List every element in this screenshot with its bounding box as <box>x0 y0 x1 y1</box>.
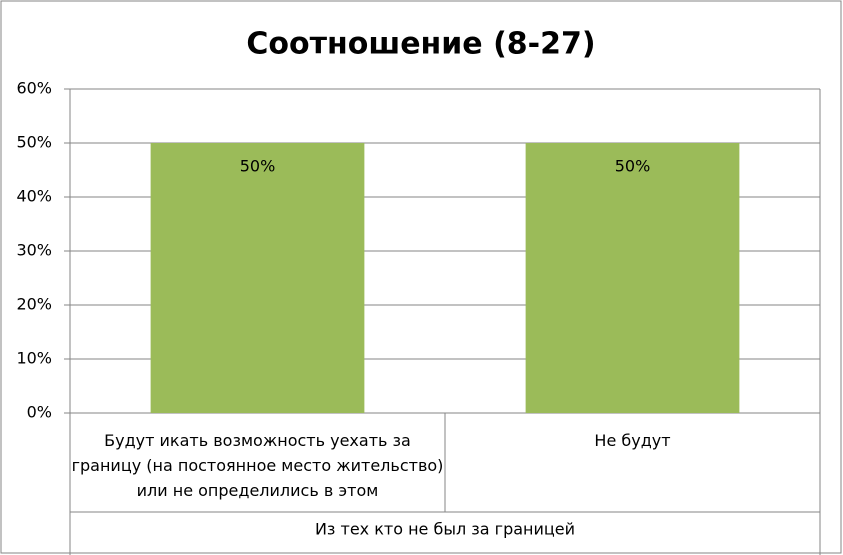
chart-title: Соотношение (8-27) <box>246 27 595 62</box>
y-tick-label: 20% <box>16 295 52 314</box>
x-tick-label: Будут икать возможность уехать за границ… <box>71 431 444 500</box>
y-tick-label: 40% <box>16 187 52 206</box>
y-tick-label: 60% <box>16 79 52 98</box>
x-tick-label: Не будут <box>594 431 671 450</box>
y-tick-label: 50% <box>16 133 52 152</box>
y-tick-label: 10% <box>16 349 52 368</box>
y-tick-label: 30% <box>16 241 52 260</box>
bar <box>150 143 365 413</box>
x-axis-label: Из тех кто не был за границей <box>315 520 575 539</box>
y-tick-label: 0% <box>27 403 52 422</box>
data-label: 50% <box>615 157 651 176</box>
bar <box>525 143 740 413</box>
data-label: 50% <box>240 157 276 176</box>
